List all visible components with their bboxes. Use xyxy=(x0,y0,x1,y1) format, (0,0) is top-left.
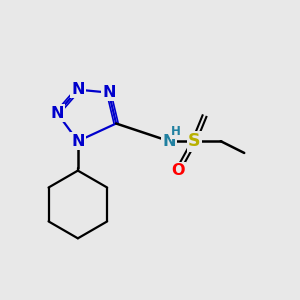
Text: N: N xyxy=(102,85,116,100)
Text: O: O xyxy=(171,163,185,178)
Text: N: N xyxy=(71,134,85,149)
Text: N: N xyxy=(162,134,176,149)
Text: S: S xyxy=(188,132,200,150)
Text: H: H xyxy=(171,125,181,138)
Text: N: N xyxy=(71,82,85,97)
Text: N: N xyxy=(50,106,64,121)
